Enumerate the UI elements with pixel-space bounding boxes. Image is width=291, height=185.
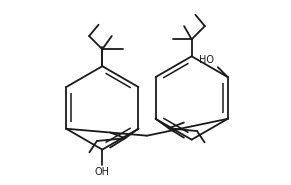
Text: HO: HO	[199, 55, 214, 65]
Text: OH: OH	[95, 167, 110, 177]
